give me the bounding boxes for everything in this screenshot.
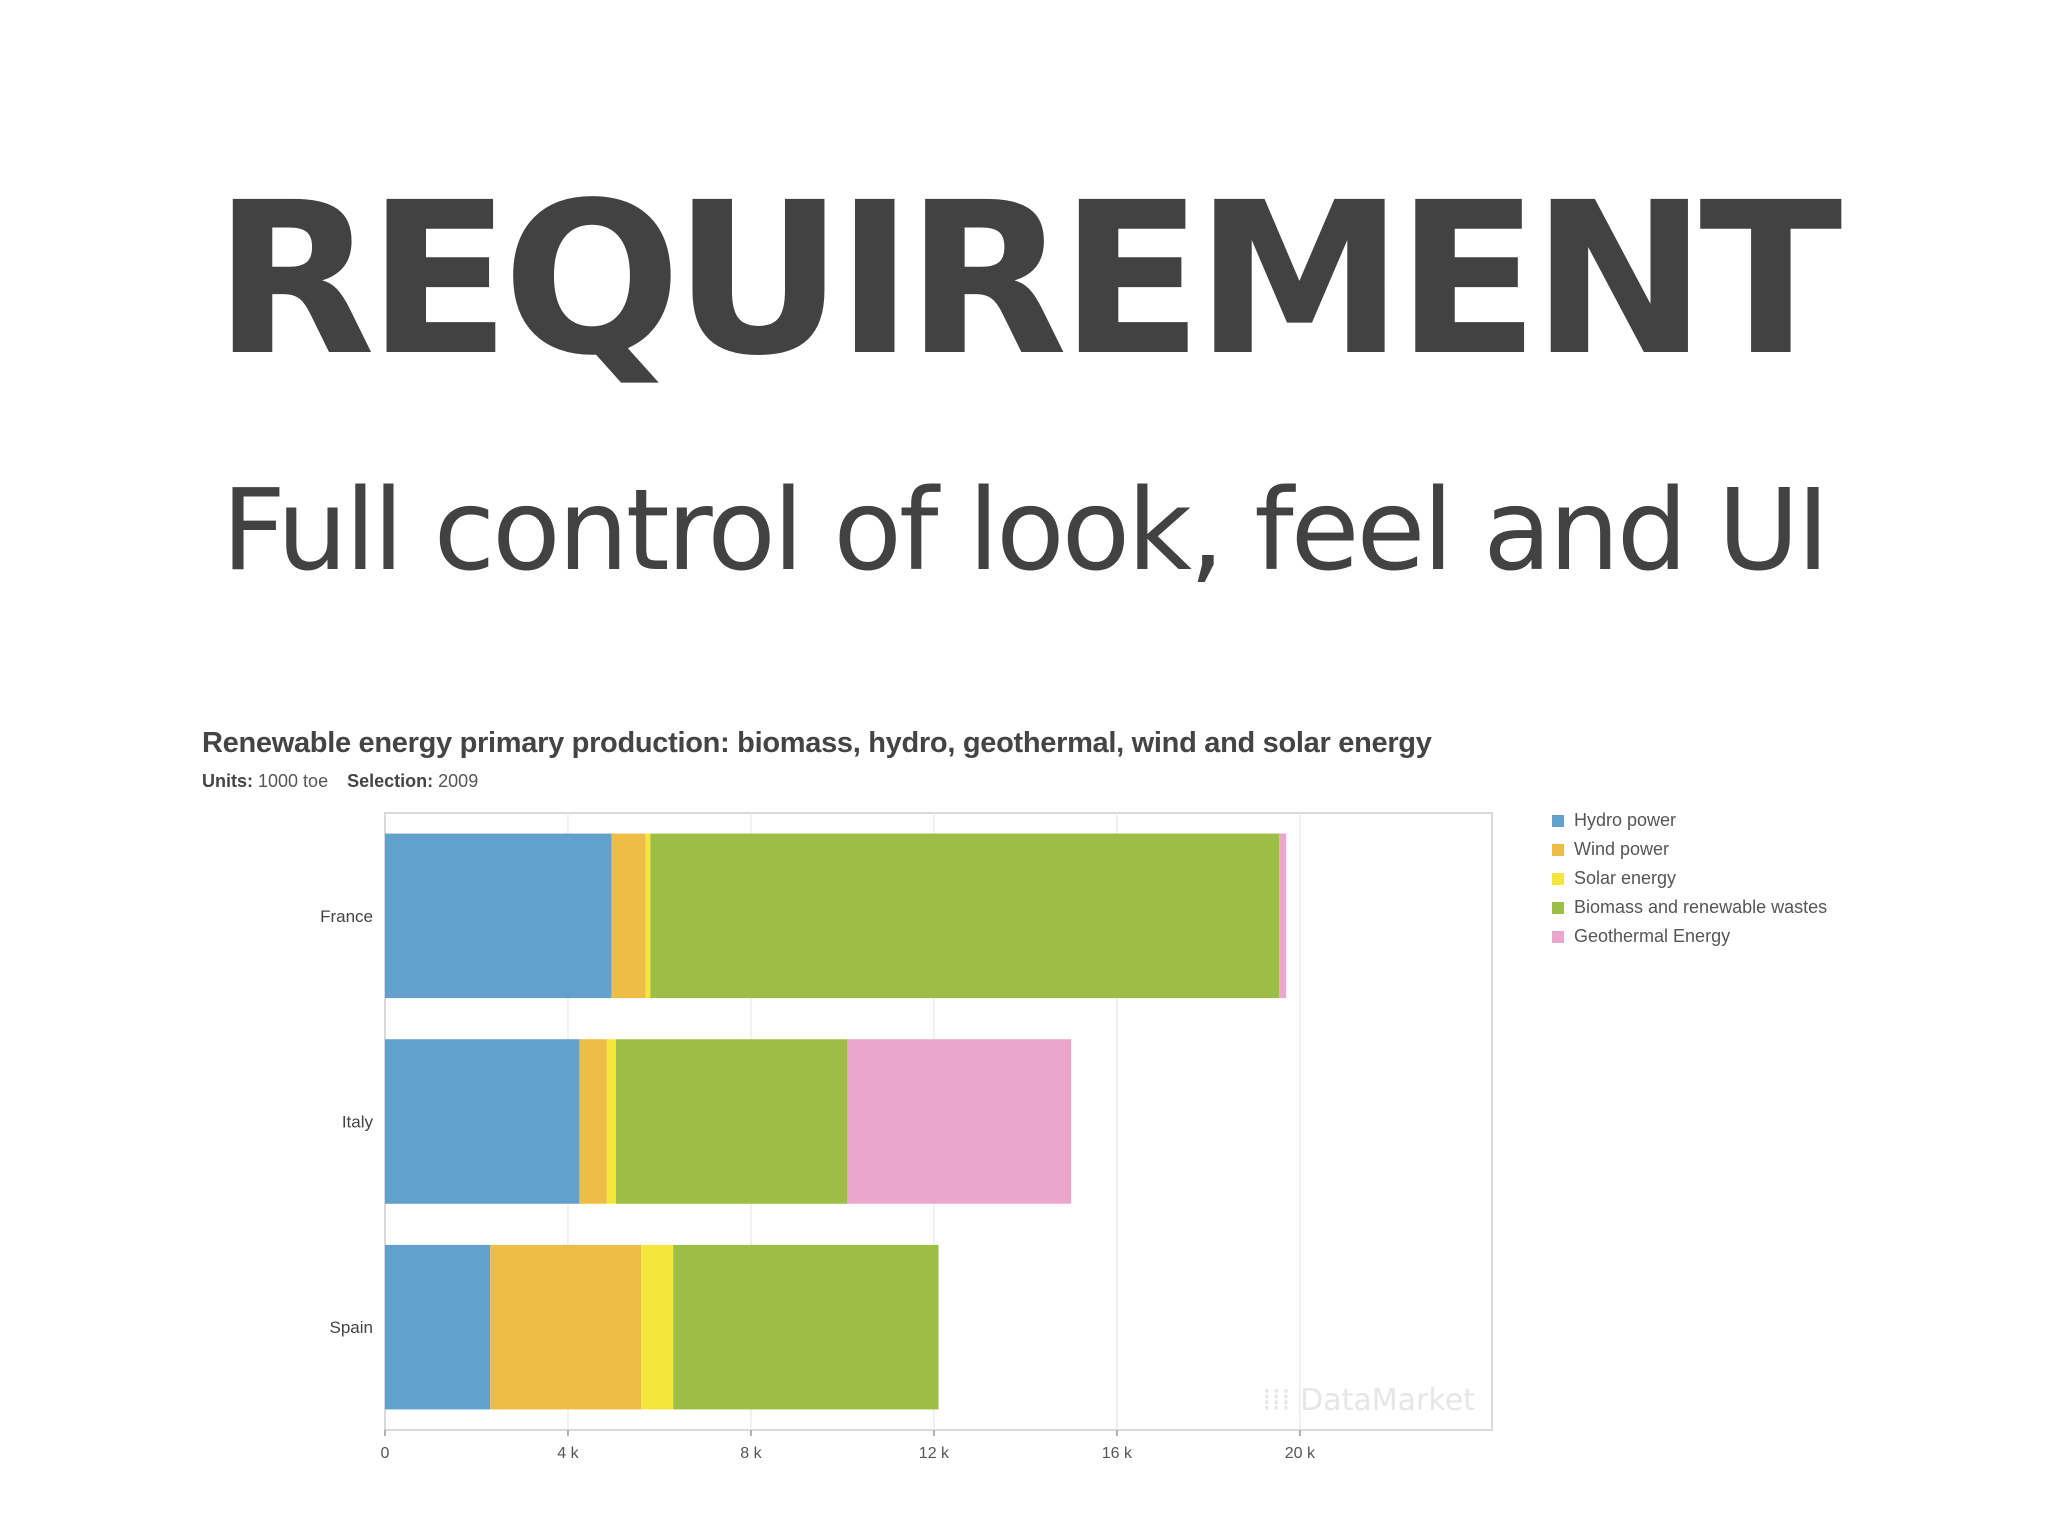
legend-swatch xyxy=(1552,901,1564,914)
bar-france-series-1 xyxy=(611,833,646,999)
page-subheading: Full control of look, feel and UI xyxy=(221,466,1829,596)
bar-spain-series-3 xyxy=(673,1244,939,1410)
x-tick-label: 0 xyxy=(381,1445,390,1462)
units-value: 1000 toe xyxy=(258,771,329,791)
legend-swatch xyxy=(1552,843,1564,856)
bar-france-series-3 xyxy=(650,833,1280,999)
watermark-text: DataMarket xyxy=(1300,1383,1475,1418)
legend-item: Hydro power xyxy=(1552,806,1827,835)
bar-spain-series-1 xyxy=(490,1244,642,1410)
legend-label: Wind power xyxy=(1574,839,1670,859)
bar-italy-series-4 xyxy=(847,1039,1072,1204)
category-label: Spain xyxy=(330,1318,373,1337)
legend-swatch xyxy=(1552,930,1564,943)
selection-label: Selection: xyxy=(347,771,434,791)
bar-italy-series-2 xyxy=(606,1039,617,1204)
bar-france-series-0 xyxy=(385,833,612,999)
legend-item: Wind power xyxy=(1552,835,1827,864)
legend-item: Biomass and renewable wastes xyxy=(1552,893,1827,922)
legend-swatch xyxy=(1552,814,1564,827)
selection-value: 2009 xyxy=(438,771,479,791)
chart-meta: Units: 1000 toe Selection: 2009 xyxy=(202,771,478,792)
bar-italy-series-3 xyxy=(616,1039,848,1204)
bar-italy-series-0 xyxy=(385,1039,580,1204)
watermark-grid-icon: ⁞⁞⁞ xyxy=(1262,1383,1291,1418)
x-tick-label: 8 k xyxy=(740,1445,762,1462)
legend-label: Hydro power xyxy=(1574,810,1677,830)
legend-item: Solar energy xyxy=(1552,864,1827,893)
legend-item: Geothermal Energy xyxy=(1552,922,1827,951)
bar-italy-series-1 xyxy=(579,1039,607,1204)
chart-legend: Hydro power Wind power Solar energy Biomass… xyxy=(1552,806,1827,951)
chart-title: Renewable energy primary production: bio… xyxy=(202,727,1432,759)
legend-swatch xyxy=(1552,872,1564,885)
category-label: France xyxy=(320,907,373,926)
bar-spain-series-0 xyxy=(385,1244,491,1410)
bar-france-series-2 xyxy=(645,833,651,999)
page-heading: REQUIREMENT xyxy=(213,157,1843,402)
datamarket-watermark: ⁞⁞⁞ DataMarket xyxy=(1262,1383,1475,1418)
bar-france-series-4 xyxy=(1279,833,1287,999)
x-tick-label: 20 k xyxy=(1285,1445,1316,1462)
legend-label: Geothermal Energy xyxy=(1574,926,1731,946)
x-tick-label: 12 k xyxy=(919,1445,950,1462)
legend-label: Biomass and renewable wastes xyxy=(1574,897,1828,917)
x-tick-label: 16 k xyxy=(1102,1445,1133,1462)
bar-spain-series-2 xyxy=(641,1244,674,1410)
x-tick-label: 4 k xyxy=(557,1445,579,1462)
units-label: Units: xyxy=(202,771,253,791)
legend-label: Solar energy xyxy=(1574,868,1677,888)
category-label: Italy xyxy=(342,1113,374,1132)
